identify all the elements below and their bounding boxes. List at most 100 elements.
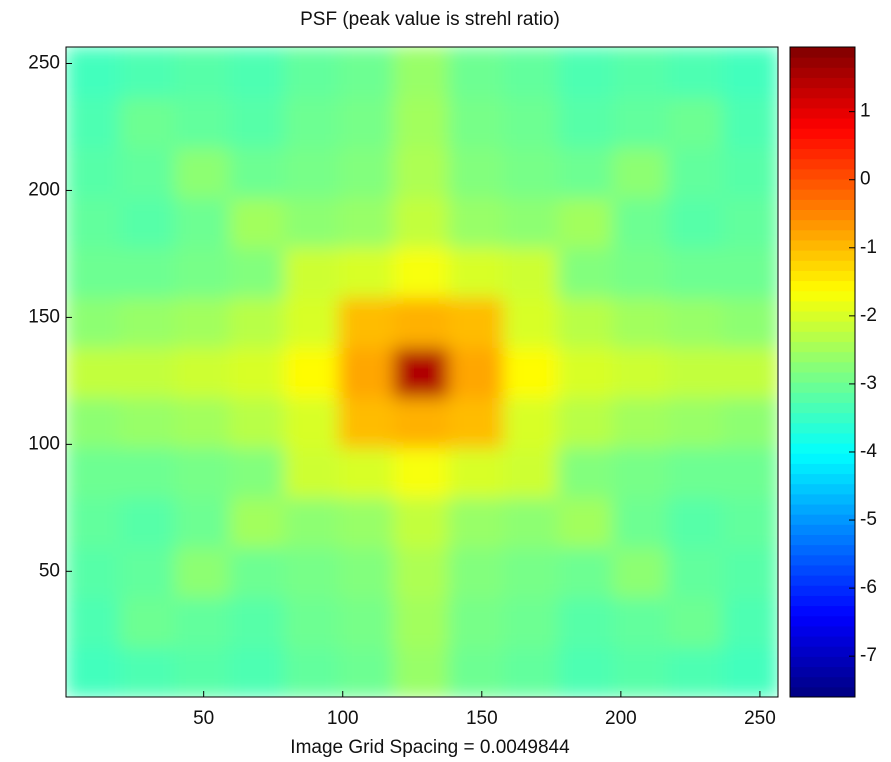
heatmap-cell <box>393 646 451 697</box>
colorbar-step <box>790 666 855 678</box>
heatmap-cell <box>393 496 451 548</box>
heatmap-cell <box>557 196 615 248</box>
colorbar-step <box>790 97 855 109</box>
heatmap-cell <box>338 196 396 248</box>
heatmap-cell <box>612 296 670 348</box>
x-tick-label: 150 <box>466 708 498 729</box>
colorbar-step <box>790 311 855 322</box>
heatmap-cell <box>229 596 287 648</box>
colorbar-step <box>790 321 855 332</box>
heatmap-cell <box>503 446 560 498</box>
colorbar-step <box>790 229 855 241</box>
heatmap-cell <box>612 446 670 498</box>
heatmap-cell <box>119 246 177 298</box>
heatmap-cell <box>119 646 177 697</box>
plot-frame <box>65 46 779 698</box>
heatmap-cell <box>66 546 122 598</box>
heatmap-cell <box>612 496 670 548</box>
colorbar-step <box>790 67 855 78</box>
heatmap-cell <box>174 346 232 398</box>
heatmap-cell <box>612 96 670 148</box>
heatmap-cell <box>284 47 341 98</box>
heatmap-cell <box>338 396 396 448</box>
colorbar-step <box>790 77 855 89</box>
heatmap-cell <box>503 196 560 248</box>
heatmap-cell <box>66 446 122 498</box>
heatmap-cell <box>284 346 341 398</box>
colorbar-step <box>790 331 855 343</box>
heatmap-cell <box>612 146 670 198</box>
heatmap-cell <box>174 496 232 548</box>
heatmap-cell <box>119 496 177 548</box>
heatmap-cell <box>722 246 778 298</box>
heatmap-cell <box>119 546 177 598</box>
x-tick-label: 200 <box>605 708 637 729</box>
colorbar-step <box>790 300 855 312</box>
colorbar-tick-label: -4 <box>860 441 877 462</box>
chart-title: PSF (peak value is strehl ratio) <box>300 9 560 30</box>
x-axis-label: Image Grid Spacing = 0.0049844 <box>290 737 570 758</box>
heatmap-cell <box>229 546 287 598</box>
heatmap-cell <box>174 396 232 448</box>
heatmap-cell <box>284 246 341 298</box>
heatmap-cell <box>722 296 778 348</box>
colorbar-step <box>790 189 855 200</box>
colorbar-step <box>790 270 855 282</box>
heatmap-cell <box>338 446 396 498</box>
colorbar-step <box>790 209 855 221</box>
heatmap-cell <box>338 47 396 98</box>
heatmap-cell <box>557 446 615 498</box>
colorbar-step <box>790 168 855 180</box>
colorbar-tick-label: 1 <box>860 101 871 122</box>
heatmap-cell <box>667 246 725 298</box>
heatmap-cell <box>174 296 232 348</box>
heatmap-cell <box>448 246 506 298</box>
heatmap-cell <box>722 396 778 448</box>
heatmap-cell <box>284 296 341 348</box>
heatmap-cell <box>612 47 670 98</box>
heatmap-cell <box>338 96 396 148</box>
heatmap-cell <box>503 96 560 148</box>
heatmap-cell <box>503 596 560 648</box>
colorbar-step <box>790 453 855 464</box>
colorbar-step <box>790 585 855 596</box>
heatmap-cell <box>612 246 670 298</box>
heatmap-cell <box>284 146 341 198</box>
heatmap-cell <box>448 96 506 148</box>
colorbar-step <box>790 564 855 576</box>
colorbar-step <box>790 473 855 485</box>
heatmap-cell <box>66 246 122 298</box>
heatmap-cell <box>66 47 122 98</box>
heatmap-cell <box>667 596 725 648</box>
heatmap-cell <box>284 396 341 448</box>
colorbar-step <box>790 554 855 566</box>
heatmap-cell <box>393 246 451 298</box>
colorbar-step <box>790 676 855 688</box>
colorbar-step <box>790 432 855 444</box>
heatmap-cell <box>284 446 341 498</box>
heatmap-cell <box>66 646 122 697</box>
colorbar-step <box>790 372 855 383</box>
heatmap-cell <box>667 296 725 348</box>
heatmap-cell <box>229 246 287 298</box>
heatmap-cell <box>174 146 232 198</box>
heatmap-cell <box>612 596 670 648</box>
colorbar-step <box>790 544 855 556</box>
heatmap-cell <box>174 196 232 248</box>
heatmap-cell <box>722 146 778 198</box>
heatmap-cell <box>174 47 232 98</box>
heatmap-cell <box>448 546 506 598</box>
y-tick-label: 100 <box>28 433 60 454</box>
heatmap-cell <box>557 346 615 398</box>
heatmap-cell <box>338 646 396 697</box>
y-tick-label: 250 <box>28 53 60 74</box>
heatmap-cell <box>119 596 177 648</box>
heatmap-cell <box>119 196 177 248</box>
heatmap-cell <box>66 146 122 198</box>
colorbar-step <box>790 148 855 160</box>
heatmap-cell <box>503 47 560 98</box>
colorbar-step <box>790 290 855 302</box>
heatmap-cell <box>448 196 506 248</box>
colorbar-step <box>790 443 855 454</box>
colorbar-tick-label: -6 <box>860 577 877 598</box>
